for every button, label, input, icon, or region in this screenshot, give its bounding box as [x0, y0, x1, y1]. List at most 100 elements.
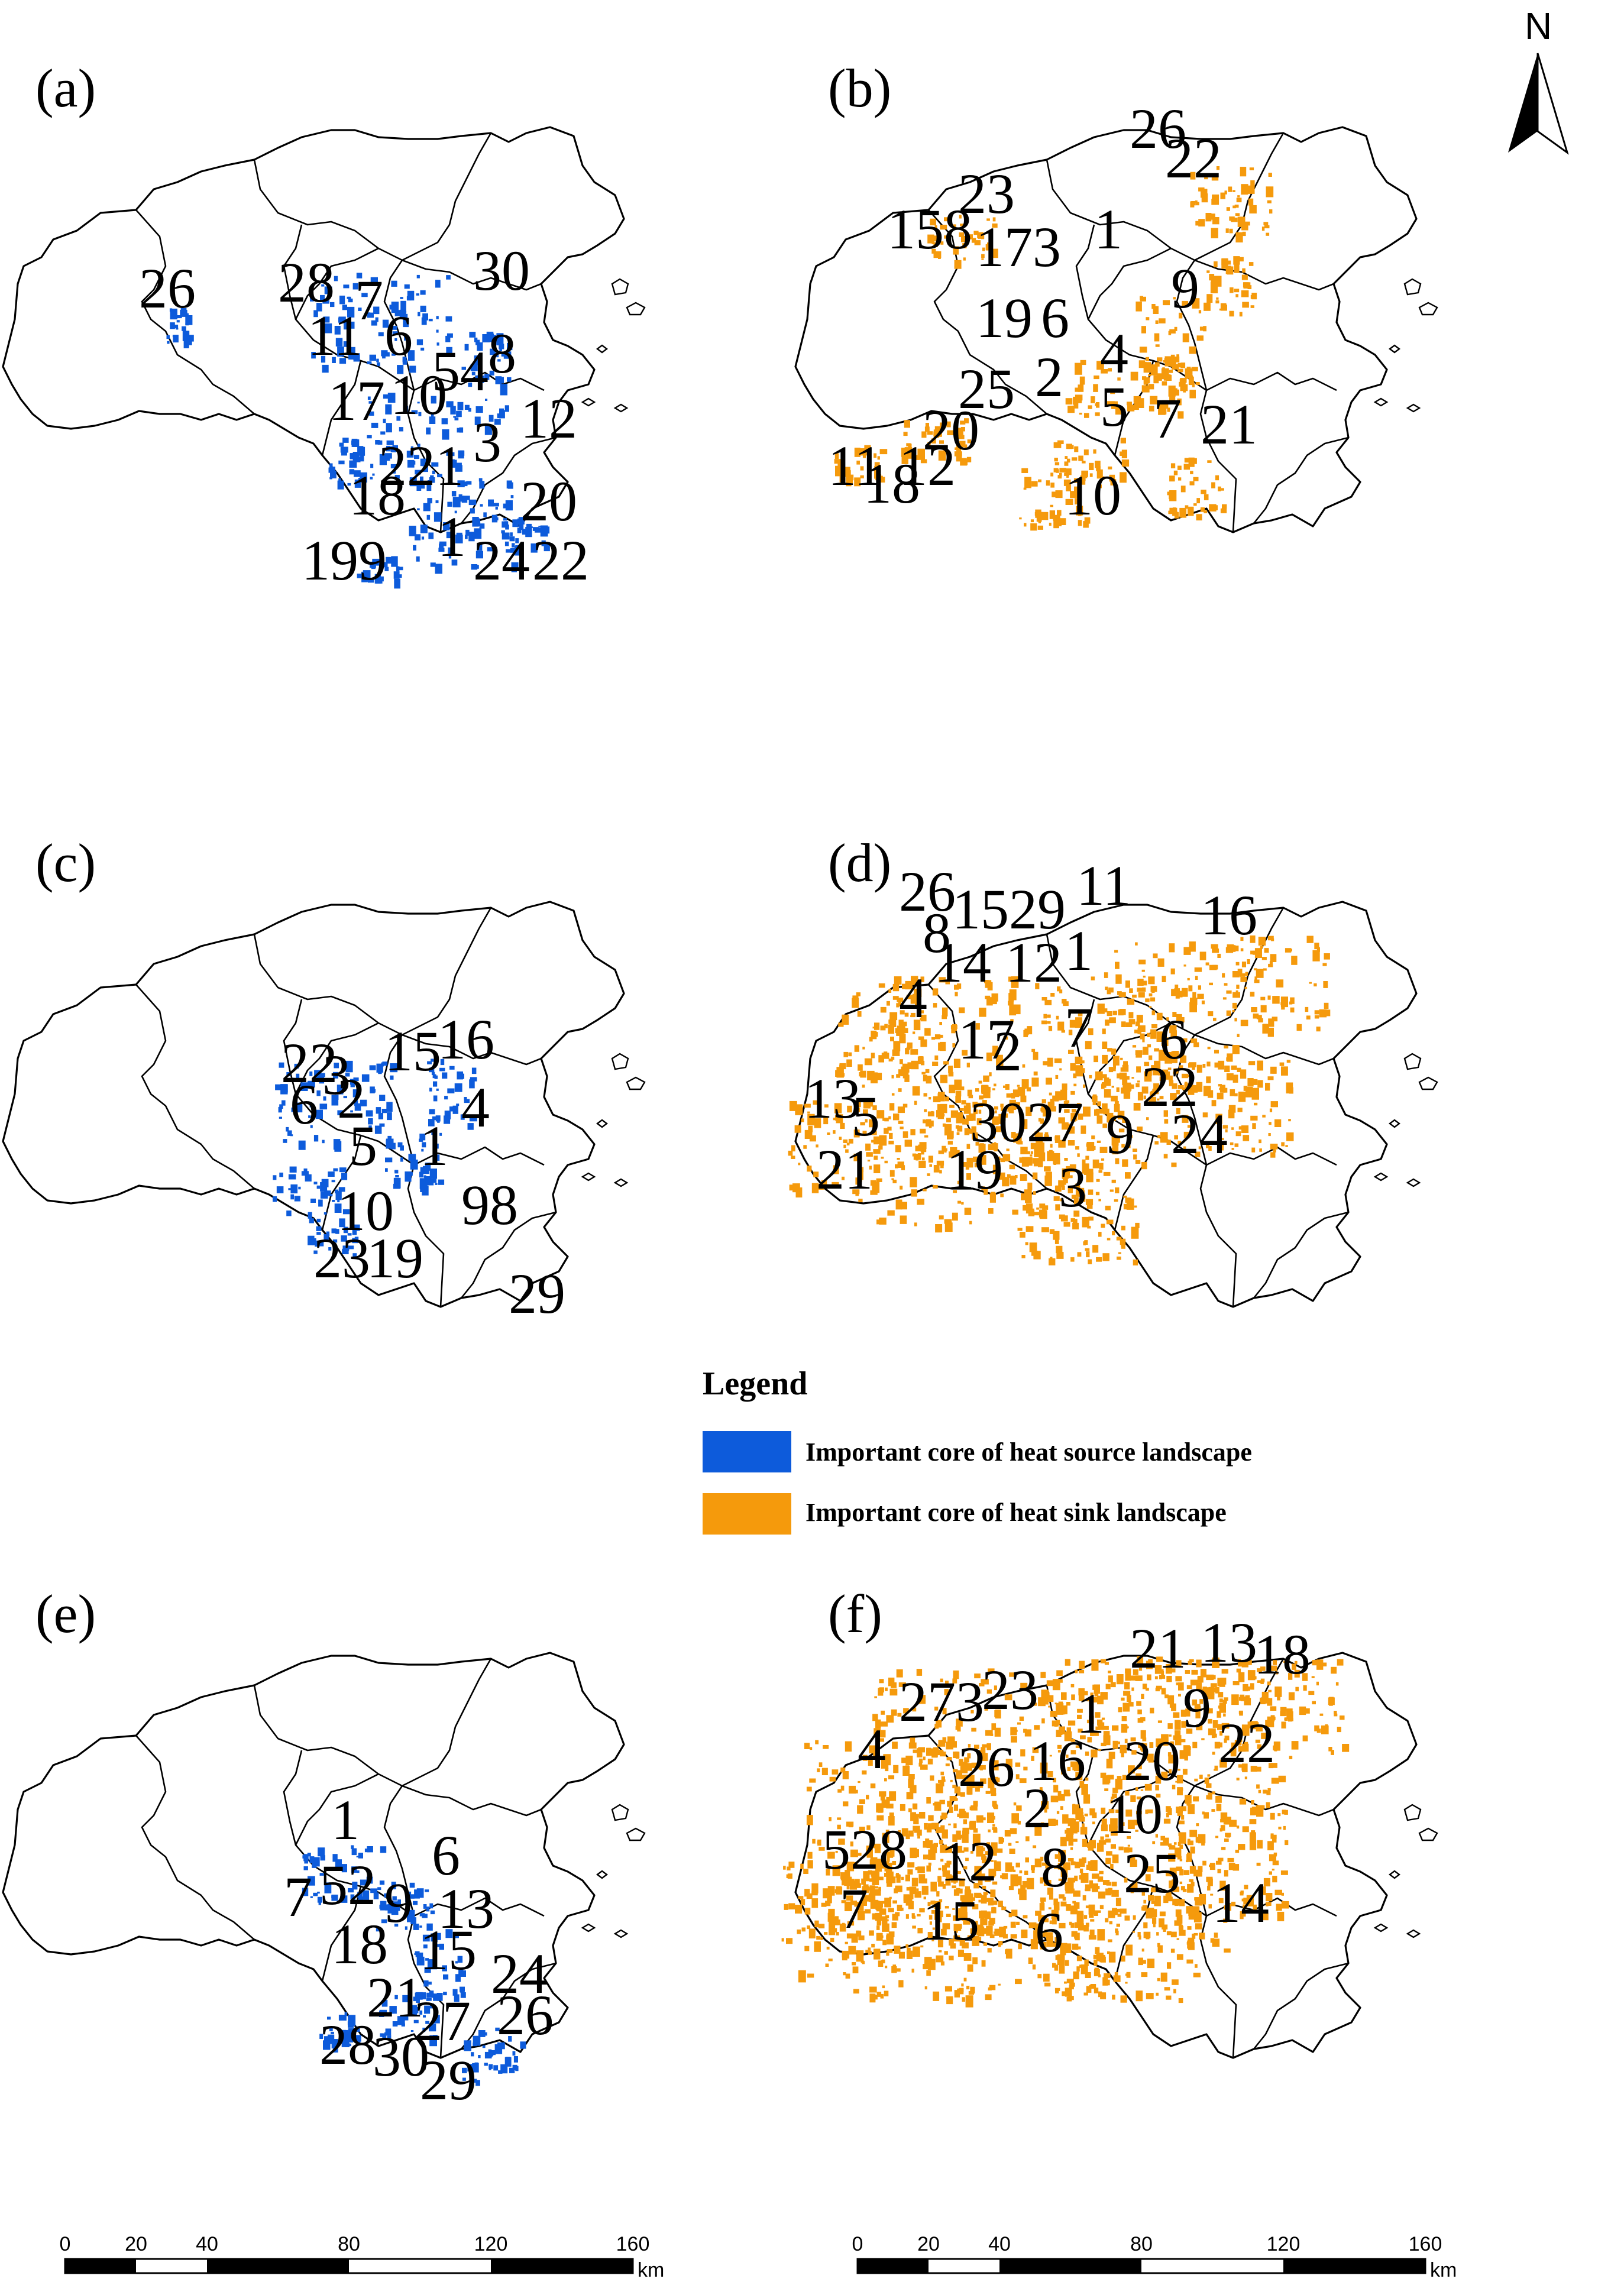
core-patch: [936, 1720, 942, 1728]
core-patch: [1237, 969, 1243, 976]
core-patch: [930, 1844, 937, 1853]
core-patch: [1177, 1735, 1182, 1741]
core-patch: [439, 1943, 444, 1950]
core-patch: [1134, 1205, 1137, 1208]
core-patch: [1249, 1819, 1257, 1824]
patch-number-label: 30: [373, 2025, 429, 2088]
core-patch: [459, 427, 464, 433]
core-patch: [1187, 977, 1190, 980]
core-patch: [1089, 1880, 1094, 1886]
core-patch: [526, 523, 532, 531]
core-patch: [1133, 1669, 1138, 1675]
core-patch: [962, 1942, 969, 1948]
core-patch: [1179, 1806, 1187, 1811]
core-patch: [1066, 484, 1071, 491]
core-patch: [1163, 1927, 1166, 1932]
patch-number-label: 22: [1218, 1711, 1275, 1775]
core-patch: [1239, 312, 1243, 317]
core-patch: [878, 1960, 884, 1967]
core-patch: [1080, 1190, 1085, 1195]
core-patch: [1180, 1886, 1185, 1891]
core-patch: [842, 1950, 849, 1957]
core-patch: [358, 307, 362, 311]
core-patch: [1170, 1741, 1175, 1747]
core-patch: [1044, 1175, 1052, 1186]
core-patch: [994, 1804, 998, 1810]
core-patch: [889, 1132, 893, 1139]
core-patch: [998, 1983, 1001, 1986]
core-patch: [1086, 1251, 1090, 1258]
core-patch: [1078, 1946, 1081, 1950]
core-patch: [1166, 1812, 1169, 1818]
core-patch: [1048, 1907, 1052, 1909]
core-patch: [1067, 406, 1075, 413]
core-patch: [1190, 1846, 1195, 1854]
core-patch: [1045, 1865, 1050, 1869]
core-patch: [1053, 1158, 1060, 1165]
core-patch: [989, 1985, 996, 1990]
core-patch: [892, 1049, 900, 1056]
core-patch: [848, 1822, 853, 1828]
core-patch: [497, 359, 501, 362]
core-patch: [1218, 1692, 1224, 1698]
core-patch: [1107, 1775, 1114, 1780]
core-patch: [436, 1088, 439, 1091]
core-patch: [1292, 1663, 1296, 1670]
core-patch: [1180, 1710, 1186, 1717]
core-patch: [898, 1830, 901, 1835]
core-patch: [921, 1072, 926, 1074]
core-patch: [859, 1827, 865, 1831]
core-patch: [1120, 1744, 1127, 1753]
core-patch: [1215, 300, 1219, 304]
core-patch: [450, 406, 456, 415]
core-patch: [892, 1900, 897, 1904]
core-patch: [1018, 1943, 1022, 1950]
core-patch: [1125, 980, 1130, 988]
core-patch: [1169, 1080, 1174, 1086]
core-patch: [807, 1852, 813, 1859]
core-patch: [965, 444, 968, 448]
core-patch: [1096, 1108, 1103, 1114]
core-patch: [403, 406, 409, 412]
core-patch: [962, 1779, 970, 1785]
core-patch: [854, 477, 861, 487]
core-patch: [1138, 1957, 1143, 1966]
core-patch: [1185, 505, 1189, 509]
core-patch: [1000, 1158, 1005, 1163]
core-patch: [1132, 1931, 1135, 1933]
core-patch: [897, 1106, 905, 1114]
core-patch: [1146, 1688, 1149, 1691]
core-patch: [1290, 997, 1295, 1004]
core-patch: [400, 297, 403, 299]
core-patch: [817, 1768, 820, 1772]
core-patch: [1134, 402, 1139, 410]
core-patch: [1133, 1103, 1141, 1111]
core-patch: [1141, 1948, 1144, 1952]
core-patch: [1075, 394, 1083, 401]
core-patch: [863, 1884, 869, 1889]
core-patch: [1099, 1147, 1108, 1153]
core-patch: [405, 1926, 407, 1930]
core-patch: [1038, 1160, 1043, 1167]
core-patch: [947, 430, 955, 435]
core-patch: [888, 1908, 894, 1912]
core-patch: [1238, 1764, 1243, 1768]
core-patch: [1073, 1761, 1081, 1772]
core-patch: [1267, 1841, 1274, 1850]
core-patch: [387, 393, 396, 403]
core-patch: [930, 1775, 934, 1781]
core-patch: [1159, 318, 1166, 323]
core-patch: [1024, 1870, 1028, 1875]
core-patch: [1206, 270, 1210, 273]
core-patch: [1120, 472, 1127, 483]
core-patch: [1066, 1755, 1069, 1758]
core-patch: [1191, 1669, 1198, 1675]
core-patch: [1050, 1795, 1059, 1802]
core-patch: [842, 1014, 849, 1025]
core-patch: [1104, 1788, 1109, 1791]
core-patch: [408, 1154, 416, 1161]
core-patch: [1111, 1793, 1117, 1798]
core-patch: [1058, 1731, 1063, 1735]
core-patch: [342, 1248, 349, 1254]
core-patch: [502, 532, 510, 540]
